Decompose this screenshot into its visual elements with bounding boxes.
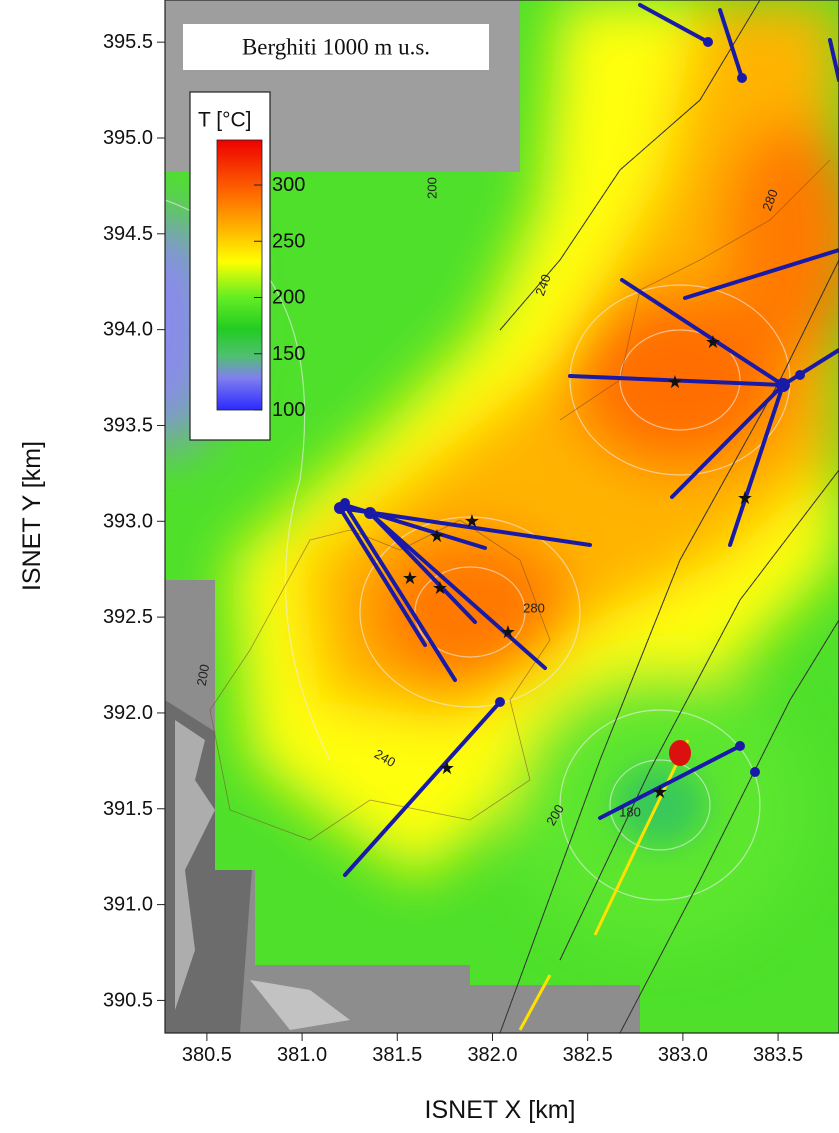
colorbar-label: T [°C]: [198, 109, 252, 132]
contour-label: 200: [425, 177, 440, 199]
map-figure: ★ ★ ★ ★ ★ ★ ★ ★ ★ ★ 20024028028020024020…: [0, 0, 839, 1133]
contour-label: 180: [619, 805, 641, 820]
colorbar-tick-label: 300: [272, 174, 305, 196]
star: ★: [667, 372, 683, 392]
x-tick-label: 383.5: [753, 1044, 803, 1066]
star: ★: [432, 578, 448, 598]
y-tick-label: 391.5: [103, 798, 153, 820]
colorbar-tick-label: 250: [272, 230, 305, 252]
x-tick-label: 381.5: [372, 1044, 422, 1066]
x-tick-label: 381.0: [277, 1044, 327, 1066]
contour-label: 280: [523, 601, 545, 616]
x-axis-label: ISNET X [km]: [425, 1096, 576, 1124]
colorbar: [217, 140, 262, 410]
colorbar-tick-label: 200: [272, 287, 305, 309]
star: ★: [500, 622, 516, 642]
y-axis-label: ISNET Y [km]: [18, 441, 46, 591]
y-tick-label: 395.0: [103, 127, 153, 149]
star: ★: [705, 332, 721, 352]
map-title: Berghiti 1000 m u.s.: [242, 35, 430, 60]
star: ★: [439, 758, 455, 778]
x-tick-label: 383.0: [658, 1044, 708, 1066]
x-tick-label: 380.5: [182, 1044, 232, 1066]
star: ★: [464, 511, 480, 531]
y-tick-label: 391.0: [103, 894, 153, 916]
y-tick-label: 390.5: [103, 989, 153, 1011]
y-tick-label: 395.5: [103, 31, 153, 53]
star: ★: [402, 568, 418, 588]
y-tick-label: 394.0: [103, 319, 153, 341]
colorbar-tick-label: 100: [272, 399, 305, 421]
star: ★: [652, 782, 668, 802]
y-tick-label: 392.0: [103, 702, 153, 724]
star: ★: [429, 526, 445, 546]
y-tick-label: 393.5: [103, 414, 153, 436]
star: ★: [737, 488, 753, 508]
y-tick-label: 394.5: [103, 223, 153, 245]
x-tick-label: 382.5: [563, 1044, 613, 1066]
y-tick-label: 393.0: [103, 510, 153, 532]
colorbar-tick-label: 150: [272, 343, 305, 365]
x-tick-label: 382.0: [467, 1044, 517, 1066]
y-tick-label: 392.5: [103, 606, 153, 628]
